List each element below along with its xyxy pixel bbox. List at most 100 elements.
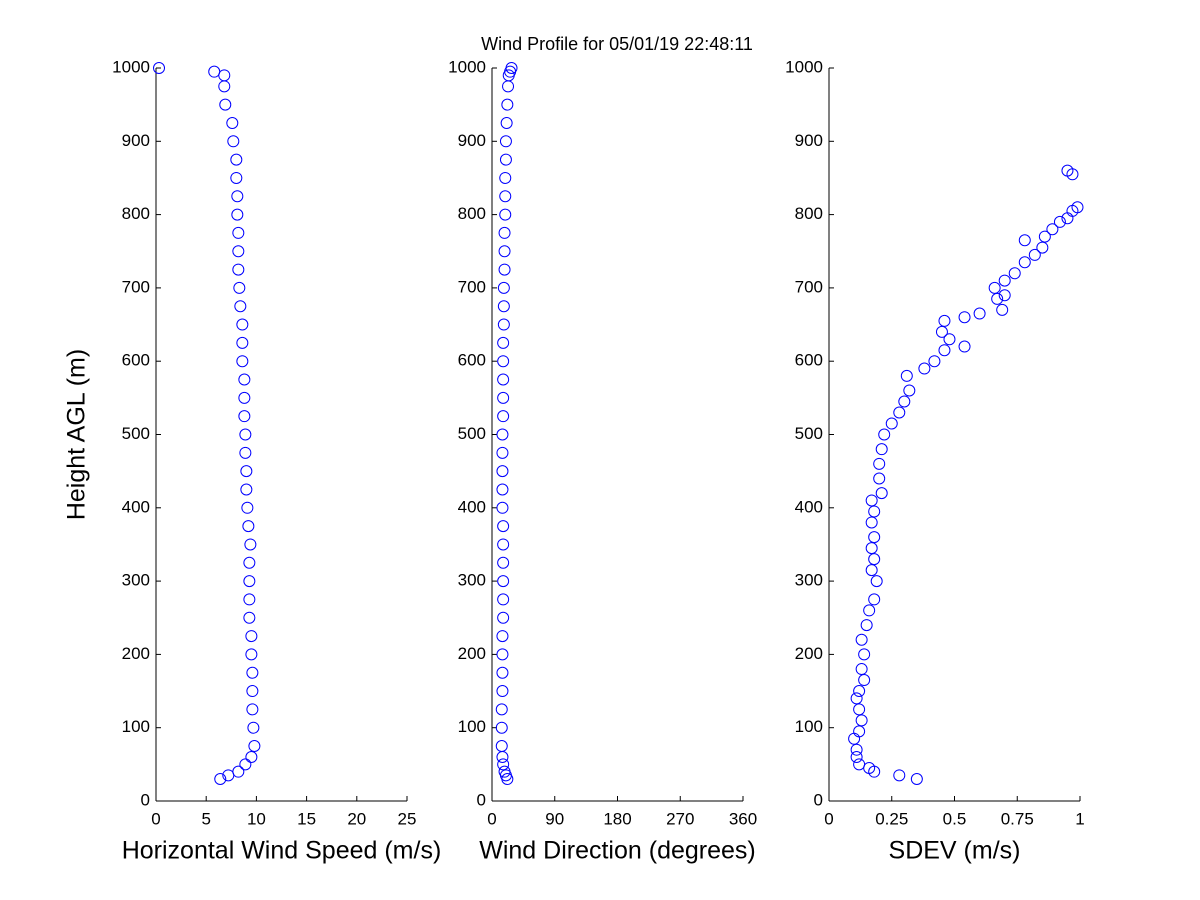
point [497, 520, 510, 533]
point [498, 263, 511, 276]
x-tick-label: 5 [201, 809, 210, 828]
point [865, 542, 878, 555]
y-tick-label: 0 [477, 790, 486, 809]
point [850, 743, 863, 756]
y-tick-label: 700 [458, 277, 486, 296]
point [1036, 241, 1049, 254]
point [496, 465, 509, 478]
figure-title: Wind Profile for 05/01/19 22:48:11 [481, 34, 753, 54]
point [958, 311, 971, 324]
y-tick-label: 900 [795, 131, 823, 150]
point [875, 443, 888, 456]
point [1061, 164, 1074, 177]
point [227, 135, 240, 148]
y-tick-label: 400 [458, 497, 486, 516]
point [214, 773, 227, 786]
x-tick-label: 360 [729, 809, 757, 828]
point [496, 483, 509, 496]
y-tick-label: 900 [458, 131, 486, 150]
point [496, 648, 509, 661]
point [868, 553, 881, 566]
point [903, 384, 916, 397]
y-tick-label: 500 [458, 424, 486, 443]
point [958, 340, 971, 353]
y-tick-label: 700 [122, 277, 150, 296]
point [238, 373, 251, 386]
y-tick-label: 0 [814, 790, 823, 809]
point [865, 494, 878, 507]
point [232, 263, 245, 276]
point [893, 406, 906, 419]
point [497, 373, 510, 386]
point [875, 487, 888, 500]
point [853, 703, 866, 716]
point [496, 428, 509, 441]
y-tick-label: 600 [795, 351, 823, 370]
point [239, 428, 252, 441]
point [497, 410, 510, 423]
point [855, 714, 868, 727]
point [219, 98, 232, 111]
point [500, 116, 513, 129]
point [236, 318, 249, 331]
y-tick-label: 200 [122, 644, 150, 663]
point [232, 226, 245, 239]
point [499, 135, 512, 148]
point [248, 740, 261, 753]
point [495, 703, 508, 716]
point [973, 307, 986, 320]
y-tick-label: 400 [122, 497, 150, 516]
y-tick-label: 1000 [785, 57, 823, 76]
point [943, 333, 956, 346]
point [865, 564, 878, 577]
x-tick-label: 1 [1075, 809, 1084, 828]
point [496, 751, 509, 764]
point [497, 758, 510, 771]
y-tick-label: 1000 [448, 57, 486, 76]
point [497, 355, 510, 368]
point [865, 516, 878, 529]
point [242, 520, 255, 533]
point [497, 538, 510, 551]
point [232, 245, 245, 258]
point [499, 208, 512, 221]
y-tick-label: 500 [795, 424, 823, 443]
y-tick-label: 0 [141, 790, 150, 809]
x-axis-label: Horizontal Wind Speed (m/s) [122, 837, 442, 865]
y-axis-label: Height AGL (m) [63, 349, 91, 520]
point [1018, 256, 1031, 269]
point [868, 505, 881, 518]
point [245, 648, 258, 661]
point [991, 292, 1004, 305]
x-tick-label: 0.5 [943, 809, 967, 828]
point [497, 593, 510, 606]
point [502, 80, 515, 93]
x-tick-label: 0 [824, 809, 833, 828]
x-tick-label: 0.25 [875, 809, 908, 828]
x-tick-label: 0 [151, 809, 160, 828]
point [855, 633, 868, 646]
point [243, 556, 256, 569]
x-tick-label: 25 [398, 809, 417, 828]
point [998, 289, 1011, 302]
y-tick-label: 800 [458, 204, 486, 223]
point [885, 417, 898, 430]
point [873, 472, 886, 485]
point [238, 391, 251, 404]
point [230, 153, 243, 166]
y-tick-label: 700 [795, 277, 823, 296]
point [236, 336, 249, 349]
y-tick-label: 100 [122, 717, 150, 736]
y-tick-label: 800 [122, 204, 150, 223]
point [496, 630, 509, 643]
point [245, 630, 258, 643]
point [208, 65, 221, 78]
point [496, 685, 509, 698]
point [868, 531, 881, 544]
point [240, 465, 253, 478]
point [870, 575, 883, 588]
point [858, 648, 871, 661]
y-tick-label: 200 [795, 644, 823, 663]
point [218, 80, 231, 93]
y-tick-label: 600 [122, 351, 150, 370]
